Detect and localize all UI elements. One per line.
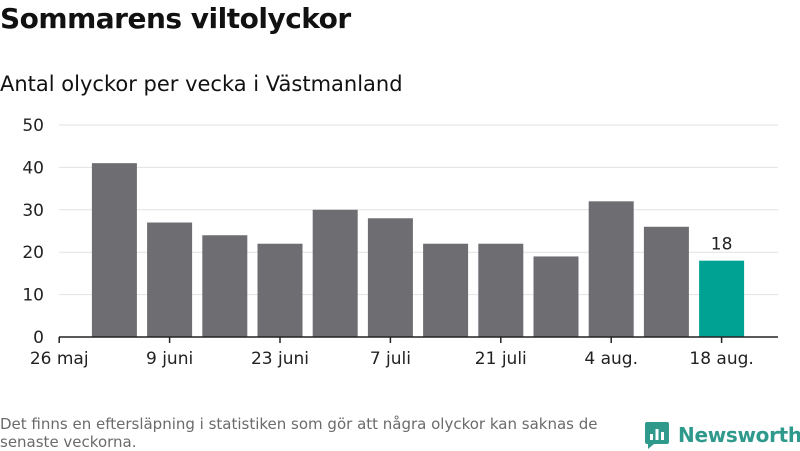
bar[interactable] [147, 222, 193, 337]
x-tick-label: 21 juli [475, 349, 527, 369]
newsworthy-logo[interactable]: Newsworthy [644, 420, 800, 450]
x-tick-label: 9 juni [146, 349, 193, 369]
x-tick-label: 4 aug. [584, 349, 638, 369]
x-tick-label: 26 maj [30, 349, 89, 369]
y-tick-label: 0 [33, 328, 44, 348]
bar[interactable] [202, 235, 248, 337]
x-tick-label: 7 juli [370, 349, 411, 369]
x-tick-label: 18 aug. [689, 349, 753, 369]
bar[interactable] [312, 209, 358, 337]
y-tick-label: 30 [22, 201, 44, 221]
data-label: 18 [711, 235, 733, 255]
chart-subtitle: Antal olyckor per vecka i Västmanland [0, 72, 403, 96]
x-tick-label: 23 juni [251, 349, 309, 369]
bar-chart: 0 10 20 30 40 50 18 26 maj 9 juni 23 juni 7 juli 21… [22, 116, 778, 369]
chart-title: Sommarens viltolyckor [0, 2, 351, 35]
y-tick-label: 10 [22, 286, 44, 306]
bar[interactable] [533, 256, 579, 337]
bar[interactable] [423, 243, 469, 337]
bar[interactable] [478, 243, 524, 337]
bar[interactable] [91, 163, 137, 337]
y-tick-label: 50 [22, 116, 44, 136]
footnote: Det finns en eftersläpning i statistiken… [0, 415, 598, 451]
logo-text: Newsworthy [678, 423, 800, 447]
bar[interactable] [643, 226, 689, 337]
bar[interactable] [257, 243, 303, 337]
y-tick-label: 20 [22, 243, 44, 263]
bar[interactable] [588, 201, 634, 337]
bar-chart-logo-icon [645, 422, 669, 449]
bar[interactable] [367, 218, 413, 337]
bar-highlighted[interactable] [699, 260, 745, 337]
y-tick-label: 40 [22, 158, 44, 178]
